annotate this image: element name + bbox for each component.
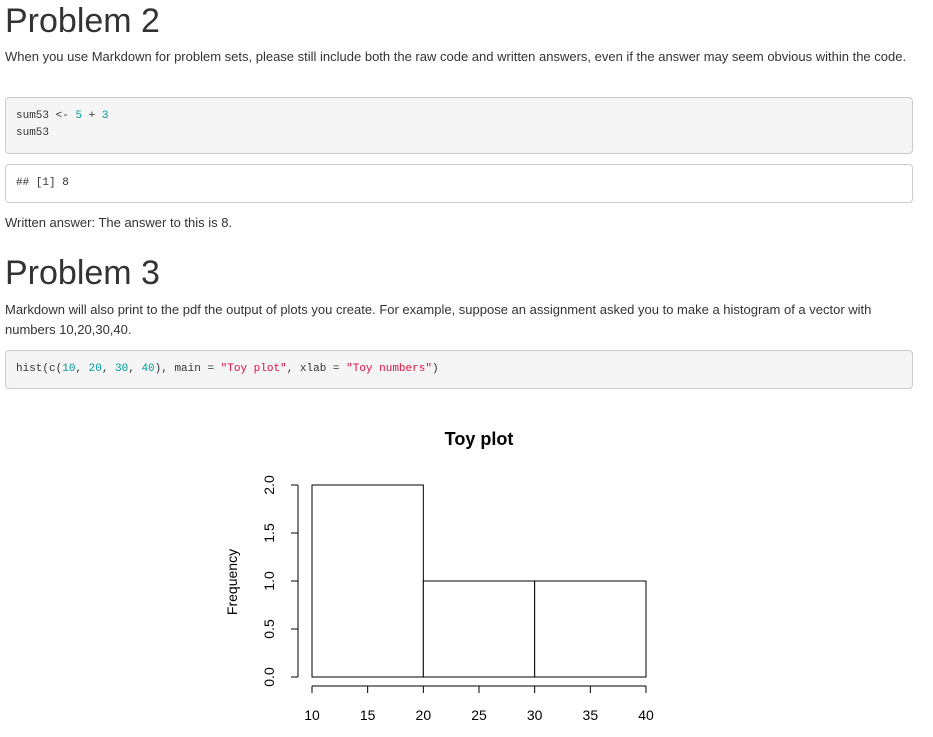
- code-block-sum[interactable]: sum53 <- 5 + 3 sum53: [5, 97, 913, 154]
- problem-3-heading: Problem 3: [5, 254, 160, 292]
- x-tick-label: 25: [471, 707, 487, 723]
- code-number-5: 5: [75, 110, 83, 122]
- chart-title: Toy plot: [445, 429, 514, 449]
- code-sep: ,: [128, 363, 142, 375]
- code-number-30: 30: [115, 363, 129, 375]
- code-output-line: ## [1] 8: [16, 177, 69, 189]
- y-tick-label: 0.5: [261, 619, 277, 639]
- y-tick-label: 1.0: [261, 571, 277, 591]
- code-close: ): [431, 363, 439, 375]
- histogram-bar-1: [311, 484, 424, 678]
- code-arg-xlab: , xlab: [286, 363, 333, 375]
- code-string-main: "Toy plot": [220, 363, 287, 375]
- histogram-bar-2: [422, 580, 536, 678]
- code-number-40: 40: [141, 363, 155, 375]
- code-sep: ,: [101, 363, 116, 375]
- problem-2-heading: Problem 2: [5, 2, 160, 40]
- x-tick-label: 10: [304, 707, 320, 723]
- code-number-10: 10: [62, 363, 76, 375]
- x-tick-label: 15: [360, 707, 376, 723]
- x-tick-label: 30: [527, 707, 543, 723]
- code-eq: =: [207, 363, 215, 375]
- code-eq: =: [332, 363, 340, 375]
- code-output-block[interactable]: ## [1] 8: [5, 164, 913, 203]
- code-var: sum53: [16, 110, 50, 122]
- code-line-hist: hist(c(10, 20, 30, 40), main = "Toy plot…: [16, 361, 902, 378]
- y-axis: 0.0 0.5 1.0 1.5 2.0: [261, 475, 299, 687]
- code-number-20: 20: [88, 363, 102, 375]
- problem-3-description: Markdown will also print to the pdf the …: [5, 302, 872, 337]
- code-block-hist[interactable]: hist(c(10, 20, 30, 40), main = "Toy plot…: [5, 350, 913, 389]
- x-tick-label: 20: [416, 707, 432, 723]
- histogram-bar-3: [534, 580, 647, 678]
- code-line-1: sum53 <- 5 + 3: [16, 108, 902, 125]
- code-assign-op: <-: [55, 110, 69, 122]
- y-axis-label: Frequency: [224, 549, 240, 615]
- y-tick-label: 0.0: [261, 667, 277, 687]
- y-tick-label: 2.0: [261, 475, 277, 495]
- x-tick-label: 35: [583, 707, 599, 723]
- histogram-bars: [311, 484, 647, 678]
- y-tick-label: 1.5: [261, 523, 277, 543]
- code-number-3: 3: [101, 110, 109, 122]
- code-arg-main: ), main: [154, 363, 208, 375]
- code-fn: hist(c(: [16, 363, 63, 375]
- x-axis: 10 15 20 25 30 35 40: [304, 685, 654, 723]
- problem-2-description: When you use Markdown for problem sets, …: [5, 49, 907, 64]
- x-tick-label: 40: [638, 707, 654, 723]
- code-string-xlab: "Toy numbers": [346, 363, 432, 375]
- code-line-2: sum53: [16, 127, 50, 139]
- code-sep: ,: [75, 363, 89, 375]
- code-plus-op: +: [88, 110, 96, 122]
- problem-2-answer: Written answer: The answer to this is 8.: [5, 215, 233, 230]
